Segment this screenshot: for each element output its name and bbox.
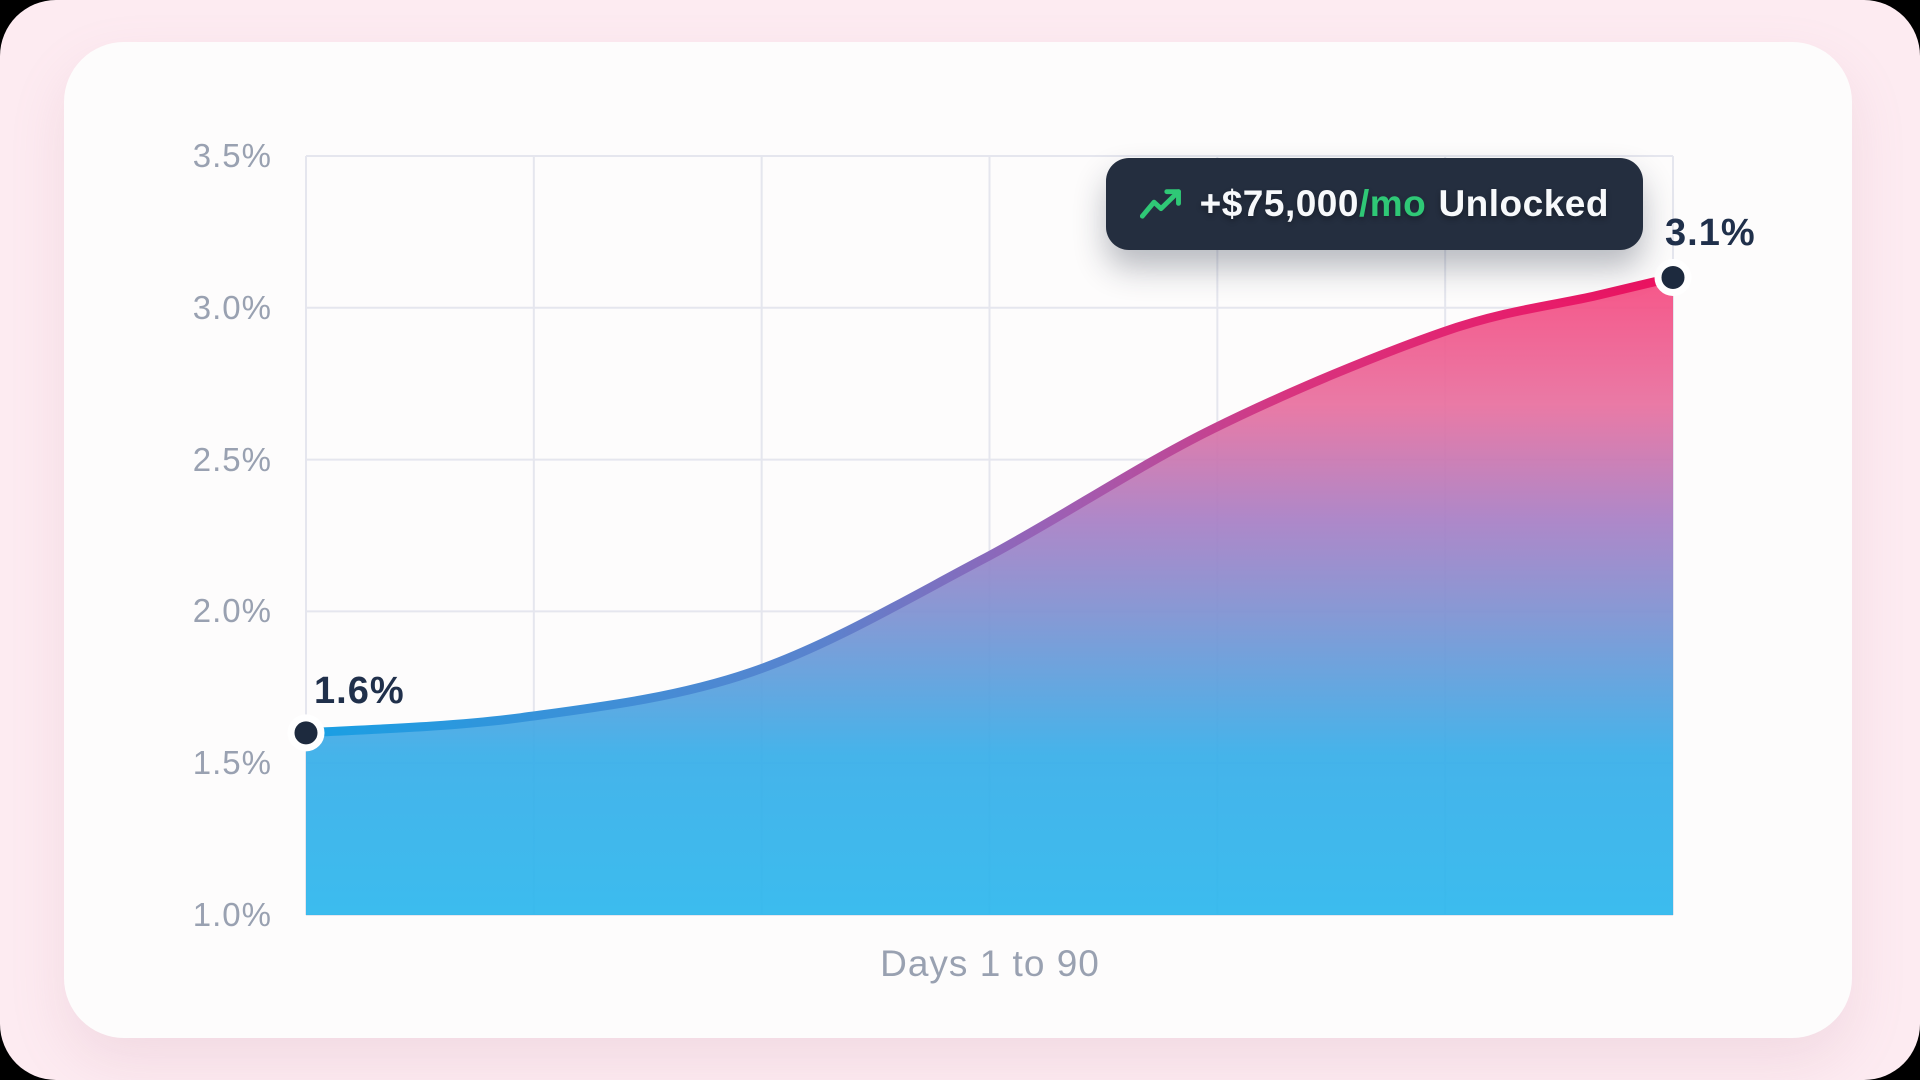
end-dot	[1654, 258, 1692, 296]
y-tick-label: 3.5%	[192, 137, 272, 174]
unlocked-amount-badge: +$75,000/mo Unlocked	[1105, 158, 1643, 250]
trend-line	[301, 272, 1678, 738]
badge-per-month: /mo	[1358, 183, 1427, 224]
start-point-label: 1.6%	[314, 669, 405, 712]
y-tick-label: 1.5%	[192, 744, 272, 782]
badge-amount: +$75,000	[1199, 183, 1359, 224]
badge-text: +$75,000/mo Unlocked	[1200, 183, 1609, 225]
start-dot	[287, 714, 325, 752]
y-tick-label: 2.0%	[192, 592, 272, 630]
end-point-label: 3.1%	[1665, 212, 1756, 255]
y-tick-label: 3.0%	[192, 288, 272, 326]
x-axis-label: Days 1 to 90	[880, 943, 1100, 984]
y-tick-label: 1.0%	[192, 896, 272, 933]
y-tick-label: 2.5%	[192, 440, 272, 478]
badge-suffix: Unlocked	[1438, 183, 1609, 224]
trending-up-icon	[1139, 188, 1181, 219]
area-fill	[306, 277, 1673, 915]
